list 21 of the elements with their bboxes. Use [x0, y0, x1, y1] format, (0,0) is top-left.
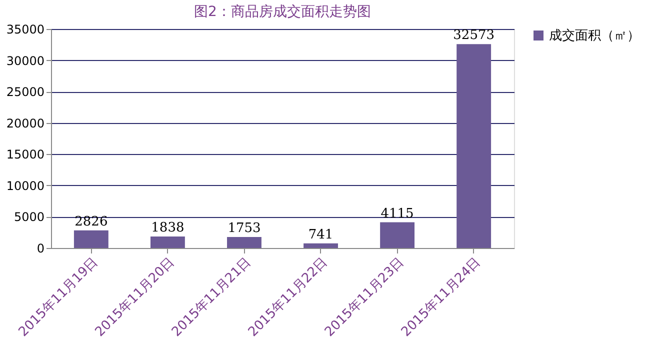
- y-tick-label: 10000: [6, 178, 44, 193]
- bar: [456, 44, 492, 248]
- bar: [380, 222, 415, 248]
- y-tick-label: 25000: [6, 85, 44, 100]
- data-label: 741: [308, 227, 334, 242]
- y-tick-label: 0: [36, 242, 44, 256]
- y-tick-label: 20000: [6, 116, 44, 130]
- bar: [150, 236, 185, 248]
- data-label: 2826: [74, 214, 108, 230]
- bar: [304, 243, 338, 248]
- data-label: 1753: [228, 221, 261, 236]
- y-tick-label: 30000: [6, 54, 44, 68]
- legend-label: 成交面积（㎡）: [549, 28, 640, 44]
- bar: [74, 230, 108, 248]
- y-tick-label: 5000: [14, 210, 44, 224]
- bar: [227, 237, 262, 248]
- chart-title: 图2：商品房成交面积走势图: [194, 4, 371, 20]
- data-label: 1838: [151, 220, 184, 236]
- data-label: 32573: [453, 28, 494, 44]
- y-tick-label: 15000: [6, 148, 44, 162]
- y-tick-label: 35000: [6, 22, 44, 36]
